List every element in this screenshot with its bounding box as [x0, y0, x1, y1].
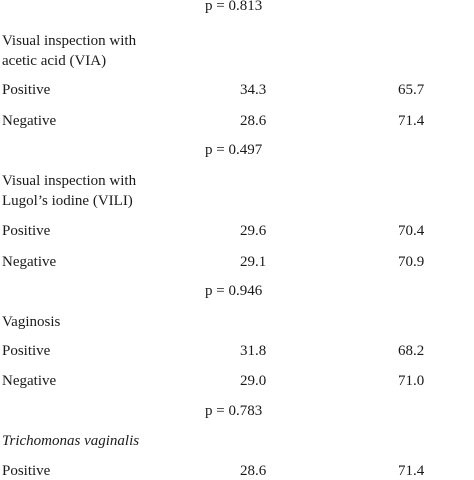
cell-value: 71.4 [398, 463, 425, 479]
cell-value: 29.0 [240, 373, 267, 389]
p-value: p = 0.783 [205, 403, 263, 419]
cell-value: 70.4 [398, 223, 425, 239]
section-heading: Lugol’s iodine (VILI) [2, 193, 133, 209]
row-label: Positive [2, 343, 51, 359]
cell-value: 68.2 [398, 343, 425, 359]
cell-value: 71.0 [398, 373, 425, 389]
cell-value: 34.3 [240, 82, 267, 98]
cell-value: 70.9 [398, 254, 425, 270]
section-heading: Trichomonas vaginalis [2, 433, 140, 449]
row-label: Positive [2, 463, 51, 479]
cell-value: 28.6 [240, 463, 267, 479]
cell-value: 29.6 [240, 223, 267, 239]
section-heading: Vaginosis [2, 314, 61, 330]
cell-value: 31.8 [240, 343, 267, 359]
row-label: Negative [2, 373, 57, 389]
cell-value: 65.7 [398, 82, 425, 98]
cell-value: 29.1 [240, 254, 267, 270]
row-label: Negative [2, 113, 57, 129]
row-label: Positive [2, 82, 51, 98]
row-label: Negative [2, 254, 57, 270]
section-heading: Visual inspection with [2, 173, 137, 189]
row-label: Positive [2, 223, 51, 239]
section-heading: Visual inspection with [2, 33, 137, 49]
cell-value: 71.4 [398, 113, 425, 129]
p-value: p = 0.946 [205, 283, 263, 299]
cell-value: 28.6 [240, 113, 267, 129]
p-value: p = 0.497 [205, 142, 263, 158]
p-value: p = 0.813 [205, 0, 263, 14]
section-heading: acetic acid (VIA) [2, 53, 107, 69]
